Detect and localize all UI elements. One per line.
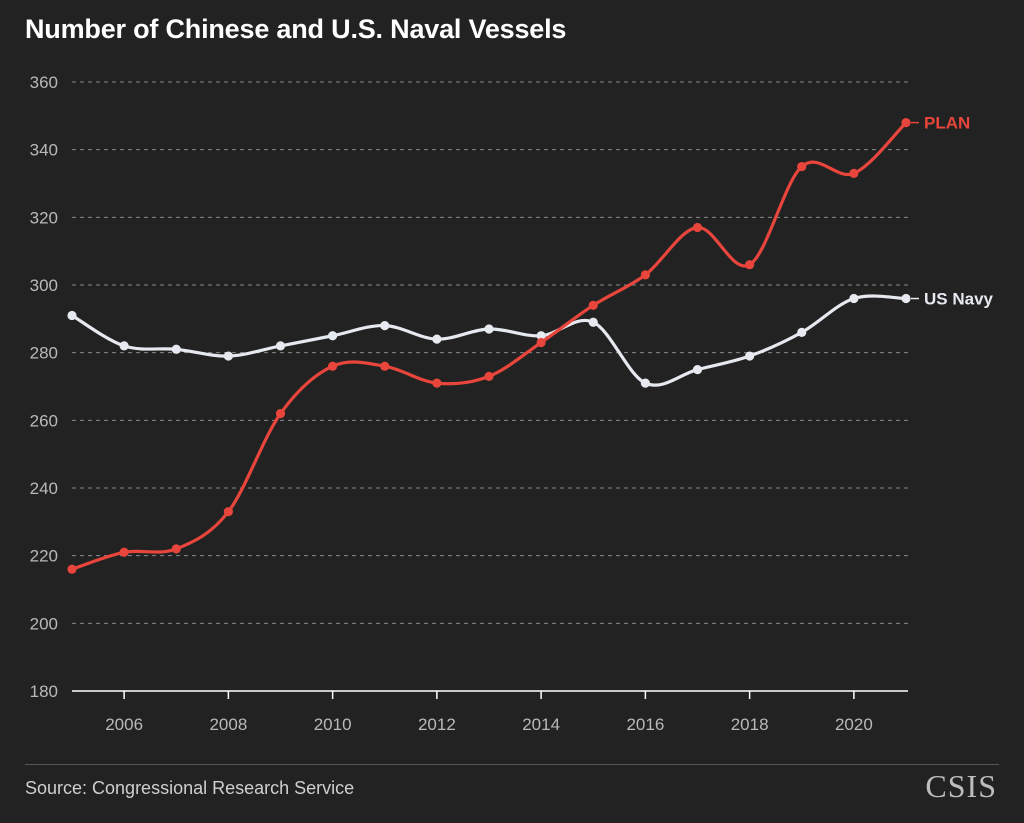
y-tick-label: 340 xyxy=(30,141,58,160)
data-point-plan xyxy=(380,361,390,371)
data-point-us-navy xyxy=(536,331,546,341)
x-tick-label: 2008 xyxy=(209,715,247,734)
data-point-us-navy xyxy=(171,344,181,354)
data-point-plan xyxy=(432,378,442,388)
data-point-us-navy xyxy=(849,293,859,304)
data-point-plan xyxy=(692,222,703,233)
x-axis: 2006 2008 2010 2012 2014 2016 2018 2020 xyxy=(72,690,908,734)
data-point-us-navy xyxy=(484,324,494,334)
data-point-us-navy xyxy=(275,341,286,351)
data-point-us-navy xyxy=(745,351,755,361)
chart-title: Number of Chinese and U.S. Naval Vessels xyxy=(25,14,567,44)
data-point-plan xyxy=(640,270,650,280)
data-point-us-navy xyxy=(692,364,703,375)
data-point-plan xyxy=(484,371,494,381)
y-tick-label: 200 xyxy=(30,614,58,633)
data-point-us-navy xyxy=(901,293,911,304)
series-plan xyxy=(67,118,911,574)
data-point-us-navy xyxy=(328,331,338,341)
series-label-plan: PLAN xyxy=(924,114,970,133)
data-point-plan xyxy=(171,544,181,554)
series-us-navy xyxy=(67,293,911,388)
data-point-us-navy xyxy=(67,310,77,321)
data-point-plan xyxy=(745,260,755,270)
data-point-plan xyxy=(536,337,546,348)
data-point-us-navy xyxy=(119,341,129,351)
x-tick-label: 2020 xyxy=(835,715,873,734)
data-point-plan xyxy=(275,408,286,419)
series-labels: US Navy PLAN xyxy=(911,114,994,309)
y-tick-label: 280 xyxy=(30,344,58,363)
grid-lines xyxy=(72,81,908,624)
y-tick-label: 320 xyxy=(30,208,58,227)
data-point-us-navy xyxy=(380,321,390,331)
data-point-us-navy xyxy=(223,351,233,361)
data-point-plan xyxy=(849,168,859,178)
x-tick-label: 2010 xyxy=(314,715,352,734)
series-label-us-navy: US Navy xyxy=(924,290,994,309)
y-tick-label: 180 xyxy=(30,682,58,701)
y-tick-label: 220 xyxy=(30,547,58,566)
x-tick-label: 2016 xyxy=(626,715,664,734)
data-point-us-navy xyxy=(640,378,650,388)
y-axis-tick-labels: 180 200 220 240 260 280 300 320 340 360 xyxy=(30,73,58,701)
data-point-plan xyxy=(67,564,77,574)
x-tick-label: 2018 xyxy=(731,715,769,734)
y-tick-label: 360 xyxy=(30,73,58,92)
footer-divider xyxy=(25,764,999,765)
x-tick-label: 2006 xyxy=(105,715,143,734)
source-note: Source: Congressional Research Service xyxy=(25,778,355,798)
x-tick-label: 2014 xyxy=(522,715,560,734)
data-point-us-navy xyxy=(432,334,442,344)
y-tick-label: 260 xyxy=(30,411,58,430)
data-point-plan xyxy=(901,118,911,128)
x-tick-label: 2012 xyxy=(418,715,456,734)
y-tick-label: 300 xyxy=(30,276,58,295)
data-point-plan xyxy=(119,547,129,557)
data-point-plan xyxy=(797,161,807,172)
data-point-us-navy xyxy=(588,317,598,327)
series-line-plan xyxy=(70,121,908,571)
data-point-plan xyxy=(588,300,598,310)
y-tick-label: 240 xyxy=(30,479,58,498)
data-point-us-navy xyxy=(797,327,807,337)
data-point-plan xyxy=(223,507,233,517)
data-point-plan xyxy=(328,361,338,371)
csis-logo: CSIS xyxy=(925,768,997,804)
series-lines xyxy=(67,118,911,574)
